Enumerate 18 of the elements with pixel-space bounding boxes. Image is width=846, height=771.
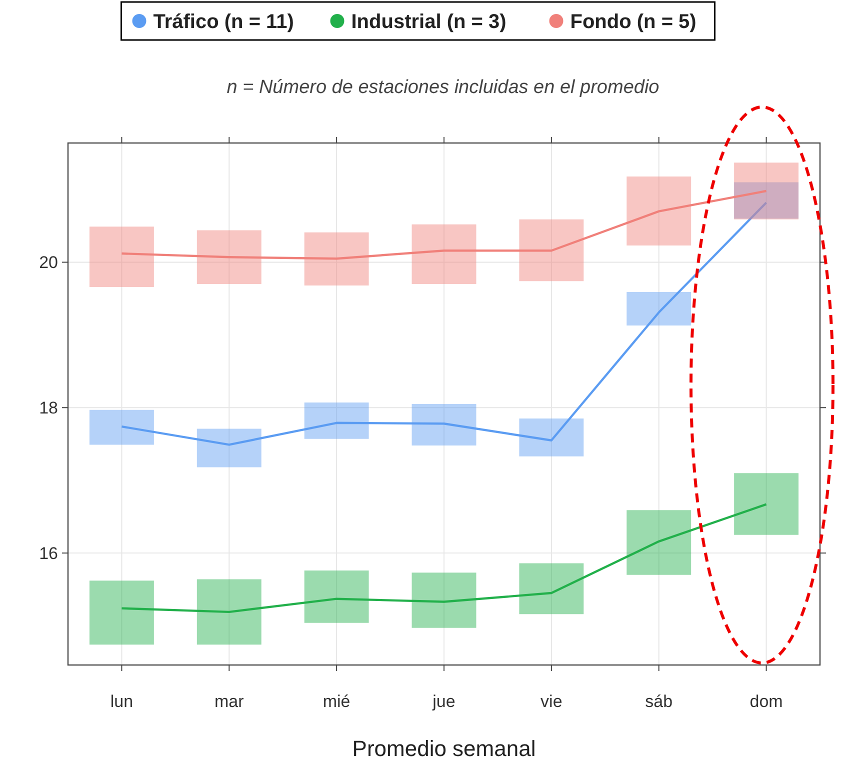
x-tick-label: sáb (645, 692, 673, 711)
x-tick-label: dom (750, 692, 783, 711)
line-series (120, 503, 768, 614)
x-axis-title: Promedio semanal (352, 736, 536, 761)
legend-label: Industrial (n = 3) (351, 11, 506, 33)
legend-label: Tráfico (n = 11) (153, 11, 294, 33)
y-tick-label: 20 (39, 253, 58, 272)
line-series (120, 190, 768, 260)
legend-label: Fondo (n = 5) (570, 11, 696, 33)
x-tick-label: mié (322, 692, 350, 711)
chart-subtitle: n = Número de estaciones incluidas en el promedio (226, 77, 660, 98)
line-series (120, 202, 768, 446)
x-tick-label: vie (540, 692, 562, 711)
x-tick-label: lun (110, 692, 134, 711)
x-tick-label: mar (214, 692, 244, 711)
x-tick-label: jue (432, 692, 456, 711)
y-tick-label: 18 (39, 398, 58, 418)
y-tick-label: 16 (39, 544, 58, 564)
